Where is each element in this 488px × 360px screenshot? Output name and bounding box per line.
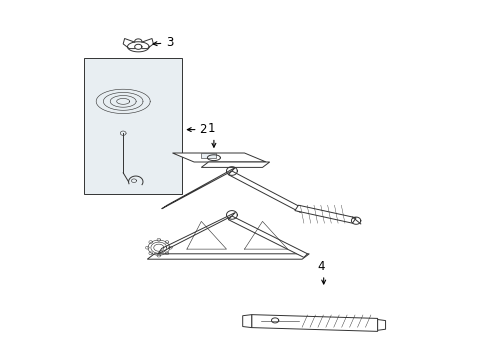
Text: 1: 1 [207,122,215,135]
Polygon shape [242,315,251,328]
Polygon shape [228,216,307,257]
Polygon shape [201,162,269,167]
Text: 4: 4 [317,260,324,273]
Polygon shape [162,167,235,209]
Polygon shape [147,254,309,259]
Text: 3: 3 [166,36,173,49]
Polygon shape [251,315,377,331]
Polygon shape [201,153,215,158]
Polygon shape [228,171,303,212]
Polygon shape [158,212,235,254]
Polygon shape [294,205,355,223]
Polygon shape [172,153,265,162]
Text: 2: 2 [199,123,206,136]
Bar [84,58,181,194]
Polygon shape [377,319,385,330]
